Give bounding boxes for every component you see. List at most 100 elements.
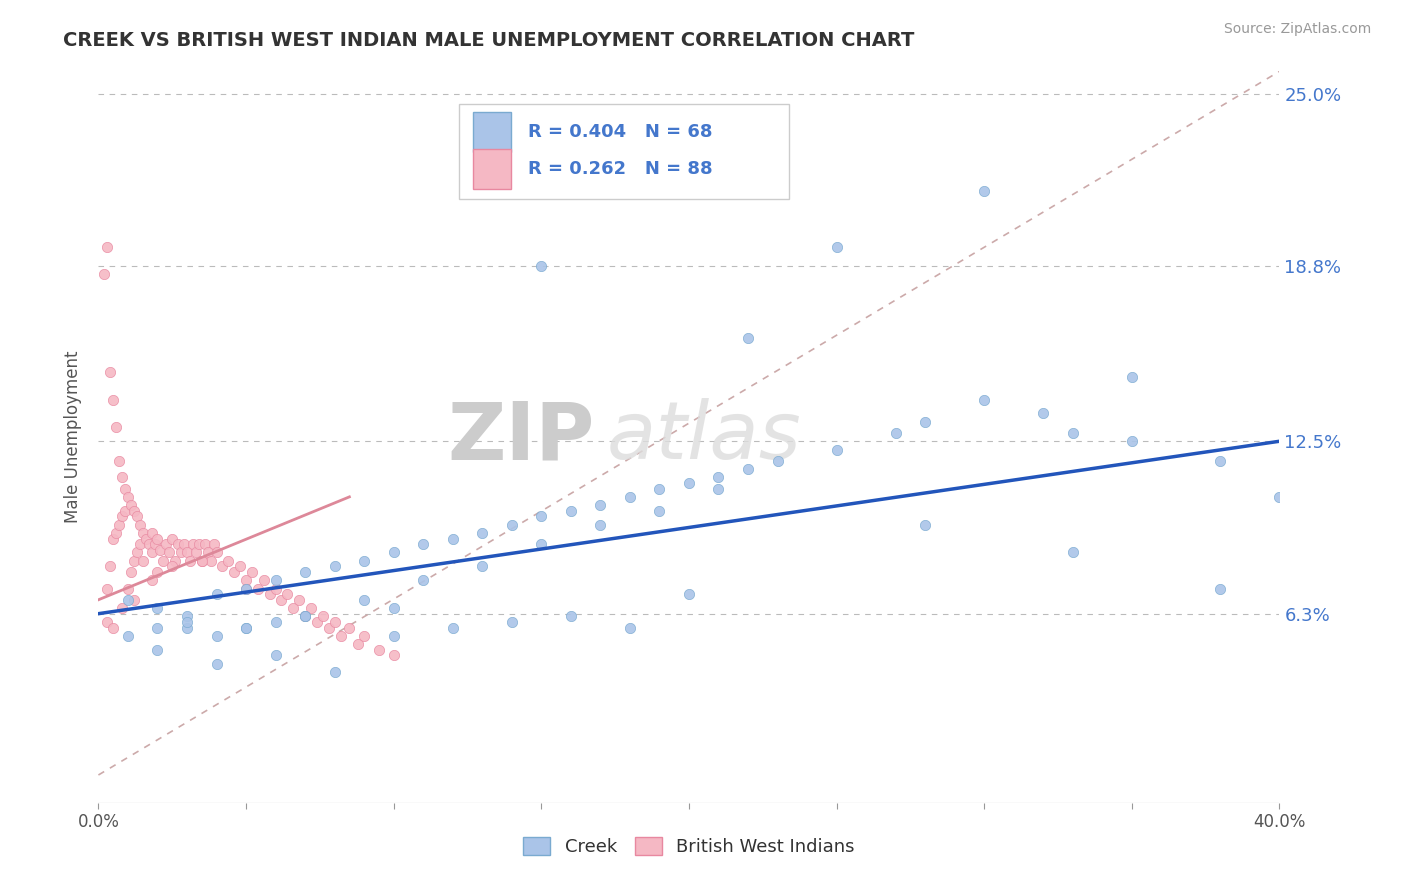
Point (114, 482, 136, 496)
Point (132, 554, 155, 568)
Point (560, 609, 582, 624)
Point (205, 657, 228, 671)
Point (165, 554, 187, 568)
Point (176, 615, 198, 629)
Point (96, 239, 118, 253)
Point (187, 537, 209, 551)
Point (141, 526, 163, 541)
Point (530, 259, 553, 273)
Point (766, 454, 789, 468)
Point (441, 532, 464, 546)
Point (103, 532, 125, 546)
Point (1062, 425, 1084, 440)
Point (205, 545, 228, 559)
Point (146, 532, 169, 546)
Point (305, 615, 328, 629)
Text: ZIP: ZIP (447, 398, 595, 476)
Point (152, 554, 174, 568)
Point (176, 609, 198, 624)
Point (737, 462, 759, 476)
Point (264, 582, 287, 596)
Point (737, 331, 759, 345)
Point (179, 554, 201, 568)
Point (205, 629, 228, 643)
Point (264, 648, 287, 663)
Point (125, 509, 148, 524)
Point (125, 545, 148, 559)
Point (259, 587, 281, 601)
Point (98, 559, 121, 574)
Point (194, 537, 217, 551)
Point (619, 490, 641, 504)
Point (191, 554, 214, 568)
Point (288, 592, 311, 607)
Point (283, 601, 305, 615)
Point (264, 615, 287, 629)
Point (560, 504, 582, 518)
Point (235, 582, 257, 596)
Point (103, 621, 125, 635)
Point (128, 517, 150, 532)
Point (141, 574, 163, 588)
FancyBboxPatch shape (458, 104, 789, 200)
Text: CREEK VS BRITISH WEST INDIAN MALE UNEMPLOYMENT CORRELATION CHART: CREEK VS BRITISH WEST INDIAN MALE UNEMPL… (63, 31, 915, 50)
Point (323, 615, 346, 629)
Point (347, 637, 370, 651)
Point (707, 470, 730, 484)
Point (264, 574, 287, 588)
Legend: Creek, British West Indians: Creek, British West Indians (516, 830, 862, 863)
Point (170, 545, 193, 559)
Point (143, 537, 166, 551)
Point (128, 537, 150, 551)
Text: atlas: atlas (606, 398, 801, 476)
Point (117, 582, 139, 596)
Point (294, 565, 316, 579)
Point (1062, 545, 1084, 559)
Point (501, 615, 523, 629)
Point (973, 392, 995, 407)
Point (240, 565, 263, 579)
Point (235, 621, 257, 635)
Point (294, 609, 316, 624)
Point (217, 554, 239, 568)
Point (235, 582, 257, 596)
Point (1032, 406, 1054, 420)
Point (825, 442, 848, 457)
Point (176, 621, 198, 635)
Point (122, 554, 145, 568)
Point (318, 621, 340, 635)
Point (471, 559, 494, 574)
Point (589, 517, 612, 532)
Point (96, 615, 118, 629)
Point (501, 517, 523, 532)
Point (191, 554, 214, 568)
Point (382, 545, 405, 559)
Point (93, 268, 115, 282)
Point (382, 648, 405, 663)
Point (589, 498, 612, 512)
Point (202, 537, 225, 551)
Point (108, 517, 131, 532)
Point (312, 609, 335, 624)
Point (96, 582, 118, 596)
Point (146, 643, 169, 657)
Point (441, 621, 464, 635)
Point (678, 587, 700, 601)
Point (884, 425, 907, 440)
Point (294, 609, 316, 624)
Point (329, 629, 352, 643)
Point (353, 554, 375, 568)
Point (114, 504, 136, 518)
Point (200, 554, 222, 568)
Point (173, 537, 195, 551)
Point (678, 475, 700, 490)
Text: Source: ZipAtlas.com: Source: ZipAtlas.com (1223, 22, 1371, 37)
Point (648, 504, 671, 518)
Point (120, 498, 142, 512)
Point (105, 526, 128, 541)
Point (1268, 490, 1291, 504)
Point (229, 559, 252, 574)
Point (412, 574, 434, 588)
Point (146, 565, 169, 579)
Point (412, 537, 434, 551)
